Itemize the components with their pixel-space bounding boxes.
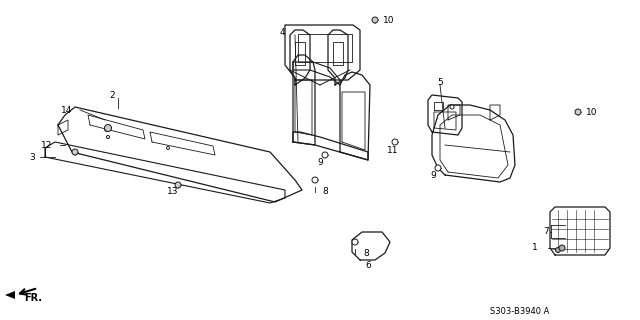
Circle shape <box>556 247 561 252</box>
Circle shape <box>106 135 109 139</box>
Circle shape <box>435 165 441 171</box>
Circle shape <box>450 105 454 109</box>
Text: 8: 8 <box>322 188 328 196</box>
Polygon shape <box>5 291 15 299</box>
Text: 9: 9 <box>317 157 323 166</box>
Circle shape <box>104 126 109 132</box>
Text: FR.: FR. <box>24 293 42 303</box>
Circle shape <box>392 139 398 145</box>
Text: 14: 14 <box>61 106 72 115</box>
Circle shape <box>559 245 565 251</box>
Text: 2: 2 <box>109 91 115 100</box>
Text: 10: 10 <box>586 108 598 116</box>
Circle shape <box>575 109 581 115</box>
Text: 5: 5 <box>437 77 443 86</box>
Text: 12: 12 <box>40 140 52 149</box>
Text: 1: 1 <box>532 244 538 252</box>
Text: 8: 8 <box>363 250 369 259</box>
Circle shape <box>175 182 181 188</box>
Text: 10: 10 <box>383 15 394 25</box>
Text: 4: 4 <box>280 28 285 36</box>
Circle shape <box>166 147 170 149</box>
Text: 9: 9 <box>430 171 436 180</box>
Circle shape <box>352 239 358 245</box>
Text: 6: 6 <box>365 260 371 269</box>
Circle shape <box>104 124 111 132</box>
Text: 7: 7 <box>543 228 548 236</box>
Circle shape <box>312 177 318 183</box>
Text: 11: 11 <box>387 146 399 155</box>
Circle shape <box>72 149 78 155</box>
Text: S303-B3940 A: S303-B3940 A <box>490 308 549 316</box>
Text: 13: 13 <box>167 188 179 196</box>
Circle shape <box>322 152 328 158</box>
Circle shape <box>372 17 378 23</box>
Text: 3: 3 <box>29 153 35 162</box>
